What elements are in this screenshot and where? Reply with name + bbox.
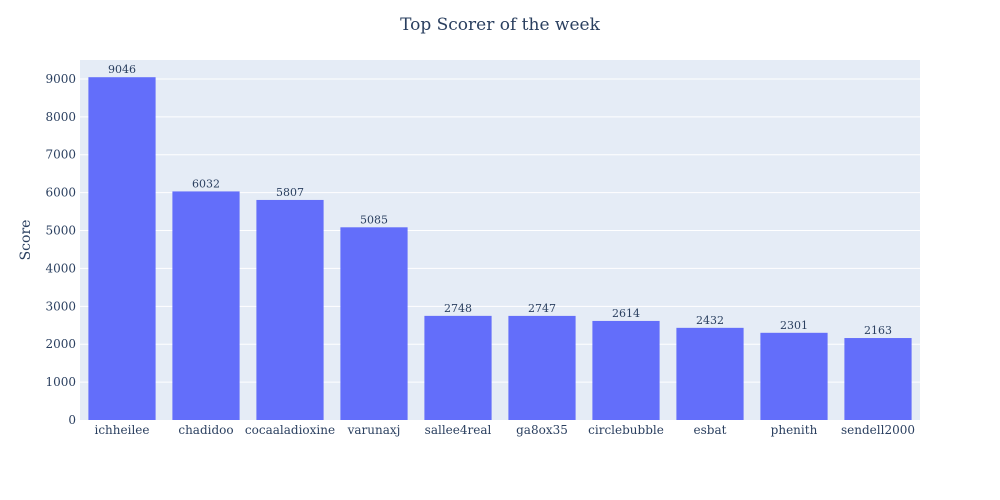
y-tick-label: 8000 [45,110,76,124]
bar-value-label: 2614 [612,307,640,320]
bar-varunaxj[interactable] [340,227,408,420]
y-tick-label: 0 [68,413,76,427]
bar-esbat[interactable] [676,327,744,420]
bar-value-label: 5807 [276,186,304,199]
bar-value-label: 2748 [444,302,472,315]
x-tick-label: ga8ox35 [516,423,568,437]
y-tick-label: 2000 [45,337,76,351]
bar-sallee4real[interactable] [424,315,492,420]
y-tick-label: 1000 [45,375,76,389]
x-tick-label: sendell2000 [841,423,915,437]
y-tick-label: 7000 [45,148,76,162]
x-tick-label: circlebubble [588,423,664,437]
bar-circlebubble[interactable] [592,320,660,420]
chart-title: Top Scorer of the week [400,15,601,35]
bar-value-label: 2432 [696,314,724,327]
bars [88,77,912,420]
bar-value-label: 2747 [528,302,556,315]
x-tick-label: varunaxj [347,423,401,437]
x-tick-label: chadidoo [178,423,233,437]
bar-value-label: 9046 [108,63,136,76]
bar-sendell2000[interactable] [844,338,912,420]
bar-value-label: 6032 [192,177,220,190]
x-tick-label: ichheilee [95,423,150,437]
y-tick-label: 3000 [45,299,76,313]
bar-value-labels: 9046 6032 5807 5085 2748 2747 2614 2432 2301 2163 [108,63,892,337]
y-axis-ticks: 0 1000 2000 3000 4000 5000 6000 7000 8000 9000 [45,72,76,427]
bar-ga8ox35[interactable] [508,315,576,420]
x-axis-ticks: ichheilee chadidoo cocaaladioxine varunaxj s… [95,423,916,437]
bar-value-label: 2163 [864,324,892,337]
y-tick-label: 9000 [45,72,76,86]
bar-value-label: 2301 [780,319,808,332]
bar-value-label: 5085 [360,213,388,226]
x-tick-label: esbat [694,423,727,437]
y-axis-title: Score [18,220,34,261]
bar-cocaaladioxine[interactable] [256,199,324,420]
x-tick-label: sallee4real [425,423,492,437]
bar-ichheilee[interactable] [88,77,156,420]
bar-chadidoo[interactable] [172,191,240,420]
x-tick-label: cocaaladioxine [245,423,335,437]
x-tick-label: phenith [771,423,818,437]
y-tick-label: 5000 [45,224,76,238]
bar-phenith[interactable] [760,332,828,420]
y-tick-label: 4000 [45,261,76,275]
y-tick-label: 6000 [45,186,76,200]
